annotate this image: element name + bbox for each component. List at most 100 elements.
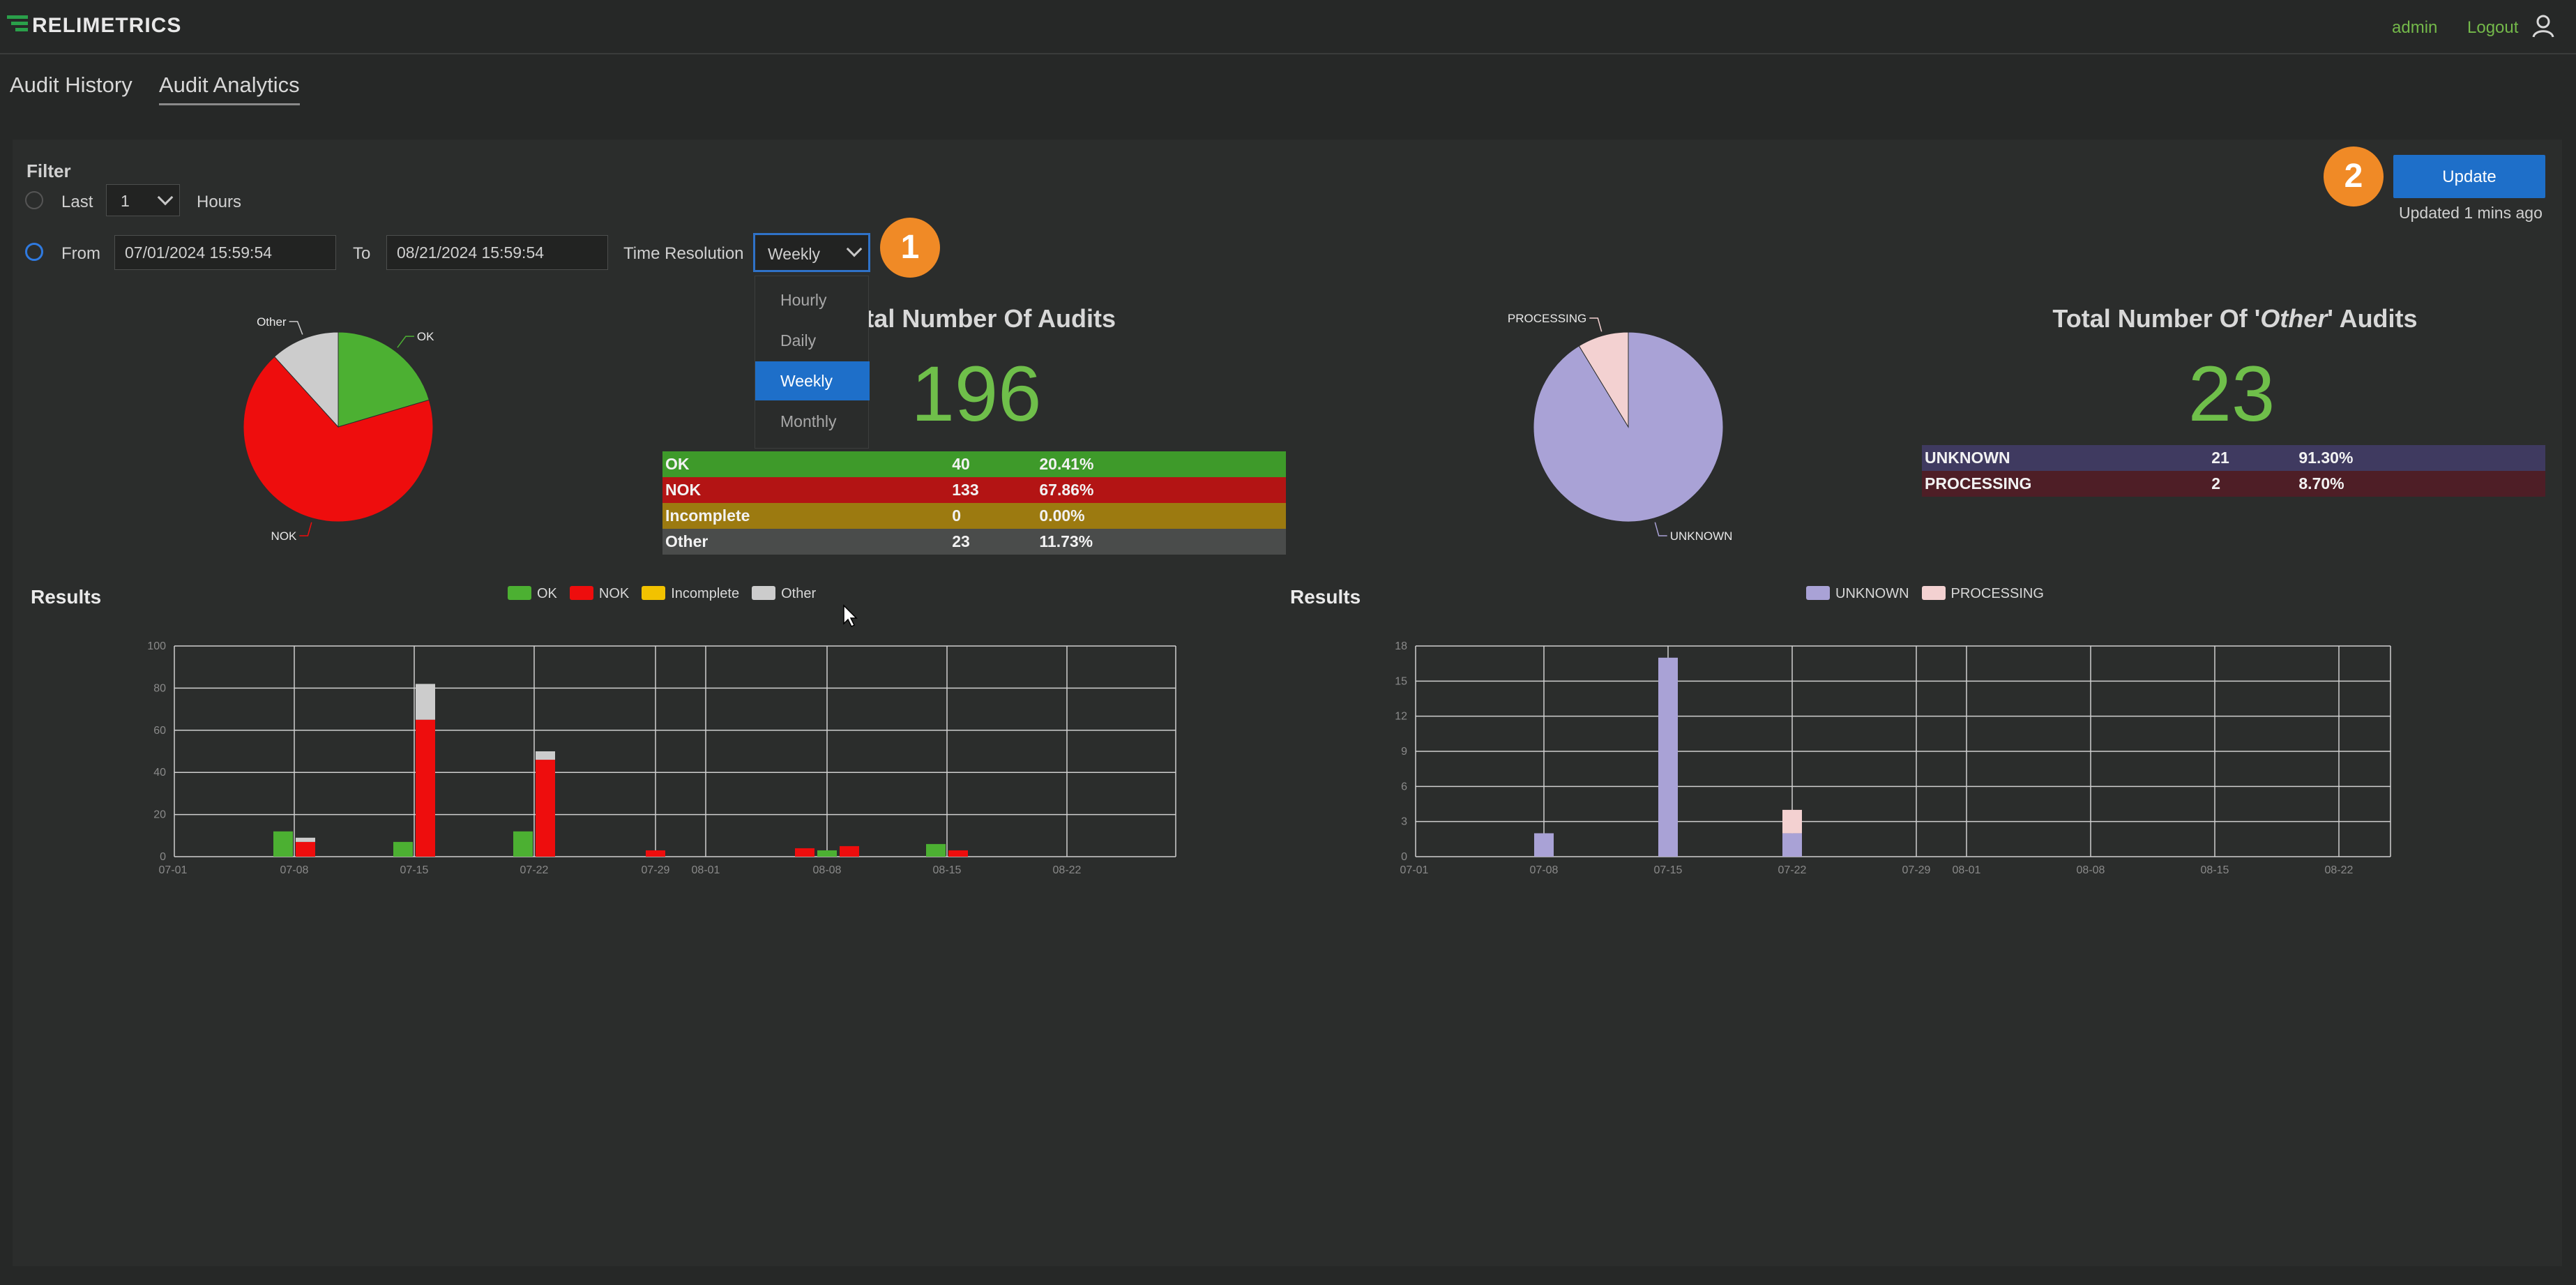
pie-leader-ok bbox=[397, 336, 414, 348]
bar-08-08-ok bbox=[817, 850, 837, 857]
resolution-option-monthly[interactable]: Monthly bbox=[780, 412, 837, 430]
top-bar bbox=[0, 0, 2576, 54]
from-radio[interactable] bbox=[25, 243, 43, 261]
bar-08-08-nok bbox=[840, 846, 859, 857]
x-tick-label: 08-15 bbox=[933, 864, 962, 876]
time-resolution-label: Time Resolution bbox=[623, 244, 744, 263]
row-label: Incomplete bbox=[665, 506, 750, 525]
time-resolution-select[interactable]: Weekly bbox=[753, 233, 870, 272]
user-icon[interactable] bbox=[2531, 14, 2555, 38]
app-logo[interactable]: RELIMETRICS bbox=[7, 13, 181, 38]
legend-label: UNKNOWN bbox=[1835, 586, 1909, 601]
x-tick-label: 08-15 bbox=[2201, 864, 2229, 876]
y-tick-label: 80 bbox=[153, 682, 166, 694]
x-tick-label: 08-08 bbox=[813, 864, 842, 876]
last-hours-value: 1 bbox=[121, 192, 130, 210]
legend-label: NOK bbox=[598, 586, 630, 601]
row-percent: 67.86% bbox=[1039, 481, 1094, 499]
resolution-option-daily[interactable]: Daily bbox=[780, 331, 817, 350]
x-tick-label: 07-08 bbox=[1530, 864, 1559, 876]
legend-item-ok[interactable]: OK bbox=[508, 586, 557, 601]
legend-label: Incomplete bbox=[671, 586, 740, 601]
other-results-title: Results bbox=[1290, 586, 1361, 608]
last-hours-select[interactable]: 1 bbox=[106, 184, 180, 216]
tab-bar bbox=[0, 56, 2576, 122]
legend-item-other[interactable]: Other bbox=[752, 586, 816, 601]
other-audits-stats-table: UNKNOWN 21 91.30% PROCESSING 2 8.70% bbox=[1922, 445, 2545, 497]
legend-swatch bbox=[1921, 586, 1946, 600]
x-tick-label: 08-22 bbox=[1053, 864, 1082, 876]
bar-07-08-nok bbox=[296, 841, 315, 857]
legend-item-unknown[interactable]: UNKNOWN bbox=[1806, 586, 1909, 601]
results-legend: OK NOK Incomplete Other bbox=[508, 586, 828, 602]
y-tick-label: 20 bbox=[153, 809, 166, 821]
total-other-audits-count: 23 bbox=[2188, 350, 2275, 437]
step-badge-1: 1 bbox=[880, 218, 940, 278]
legend-label: Other bbox=[781, 586, 817, 601]
bar-07-22-processing bbox=[1782, 809, 1802, 834]
mouse-cursor-icon bbox=[843, 604, 858, 628]
x-tick-label: 07-29 bbox=[1902, 864, 1931, 876]
row-percent: 8.70% bbox=[2298, 474, 2344, 493]
logout-link[interactable]: Logout bbox=[2467, 18, 2519, 37]
stats-row-processing: PROCESSING 2 8.70% bbox=[1922, 471, 2545, 497]
legend-item-processing[interactable]: PROCESSING bbox=[1921, 586, 2044, 601]
y-tick-label: 0 bbox=[160, 851, 166, 863]
resolution-option-weekly[interactable]: Weekly bbox=[755, 361, 870, 400]
tab-audit-history[interactable]: Audit History bbox=[10, 73, 132, 97]
stats-row-incomplete: Incomplete 0 0.00% bbox=[662, 503, 1286, 529]
bar-07-15-ok bbox=[393, 841, 413, 857]
x-tick-label: 07-22 bbox=[520, 864, 549, 876]
bar-07-15-nok bbox=[416, 719, 435, 857]
stats-row-other: Other 23 11.73% bbox=[662, 529, 1286, 555]
analytics-panel bbox=[13, 140, 2562, 1266]
pie-slice-nok bbox=[243, 356, 434, 523]
y-tick-label: 40 bbox=[153, 767, 166, 779]
bar-07-08-other bbox=[296, 837, 315, 842]
y-tick-label: 15 bbox=[1395, 675, 1407, 687]
legend-swatch bbox=[1806, 586, 1830, 600]
tab-audit-analytics[interactable]: Audit Analytics bbox=[159, 73, 300, 105]
row-percent: 11.73% bbox=[1039, 532, 1093, 550]
from-date-input[interactable]: 07/01/2024 15:59:54 bbox=[114, 235, 336, 270]
bar-08-15-nok bbox=[948, 850, 968, 857]
bar-07-08-unknown bbox=[1534, 833, 1554, 857]
time-resolution-dropdown: Hourly Daily Weekly Monthly bbox=[755, 276, 870, 449]
logo-text: RELIMETRICS bbox=[32, 14, 182, 37]
pie-label-nok: NOK bbox=[271, 529, 298, 543]
y-tick-label: 100 bbox=[147, 640, 166, 652]
bar-07-22-nok bbox=[536, 760, 555, 857]
bar-07-15-other bbox=[416, 684, 435, 720]
y-tick-label: 9 bbox=[1401, 746, 1407, 758]
y-tick-label: 60 bbox=[153, 725, 166, 737]
y-tick-label: 3 bbox=[1401, 816, 1407, 828]
row-count: 0 bbox=[952, 506, 962, 525]
row-label: OK bbox=[665, 455, 690, 473]
results-title: Results bbox=[31, 586, 102, 608]
x-tick-label: 07-01 bbox=[159, 864, 188, 876]
bar-07-22-ok bbox=[513, 831, 533, 857]
to-date-input[interactable]: 08/21/2024 15:59:54 bbox=[386, 235, 608, 270]
legend-label: OK bbox=[537, 586, 557, 601]
legend-swatch bbox=[569, 586, 593, 600]
stats-row-ok: OK 40 20.41% bbox=[662, 451, 1286, 477]
other-results-bar-chart: 0 3 6 9 12 15 18 07-01 07-08 07-15 07-22 07-29 08-01… bbox=[1395, 640, 2391, 876]
audits-stats-table: OK 40 20.41% NOK 133 67.86% Incomplete 0 0.00% Ot… bbox=[662, 451, 1286, 555]
x-tick-label: 07-15 bbox=[1654, 864, 1683, 876]
pie-slice-other bbox=[273, 331, 339, 428]
x-tick-label: 08-22 bbox=[2325, 864, 2354, 876]
pie-label-processing: PROCESSING bbox=[1508, 312, 1586, 325]
row-count: 40 bbox=[952, 455, 970, 473]
x-tick-label: 08-01 bbox=[692, 864, 720, 876]
row-label: PROCESSING bbox=[1925, 474, 2032, 493]
legend-item-nok[interactable]: NOK bbox=[569, 586, 630, 601]
bar-07-08-ok bbox=[273, 831, 293, 857]
filter-title: Filter bbox=[26, 160, 71, 181]
update-button[interactable]: Update bbox=[2393, 155, 2545, 198]
resolution-option-hourly[interactable]: Hourly bbox=[780, 291, 827, 309]
last-radio[interactable] bbox=[25, 191, 43, 209]
pie-slice-processing bbox=[1578, 331, 1629, 428]
row-label: UNKNOWN bbox=[1925, 449, 2010, 467]
legend-item-incomplete[interactable]: Incomplete bbox=[642, 586, 739, 601]
total-audits-count: 196 bbox=[911, 350, 1042, 437]
